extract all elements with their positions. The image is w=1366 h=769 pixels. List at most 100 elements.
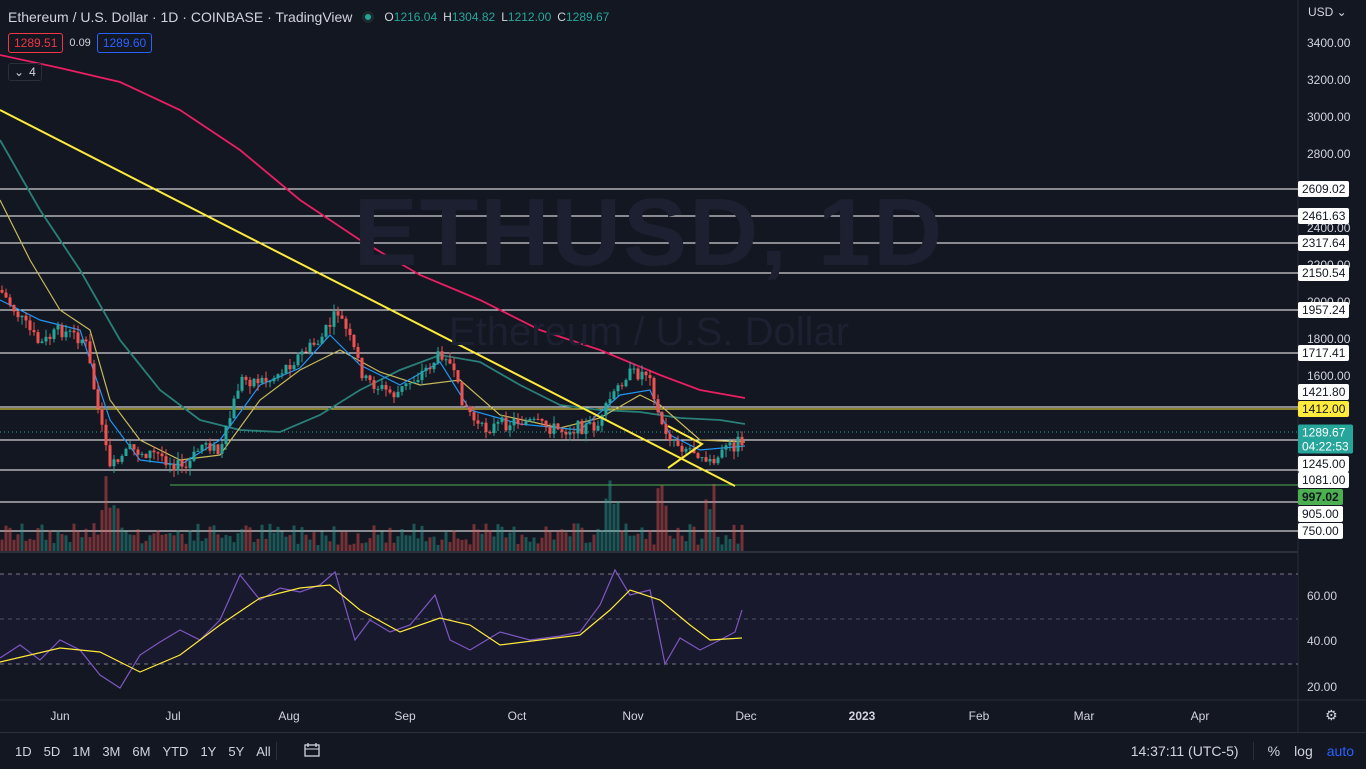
- volume-bar: [688, 524, 692, 551]
- chevron-down-icon: ⌄: [14, 65, 25, 79]
- timeframe-5y[interactable]: 5Y: [228, 743, 245, 759]
- volume-bar: [712, 483, 716, 551]
- log-scale-toggle[interactable]: log: [1294, 743, 1313, 759]
- candle-body: [428, 367, 432, 370]
- volume-bar: [480, 533, 484, 551]
- volume-bar: [552, 539, 556, 551]
- timezone-clock[interactable]: 14:37:11 (UTC-5): [1130, 743, 1239, 759]
- volume-bar: [488, 530, 492, 551]
- candle-body: [316, 343, 320, 345]
- volume-bar: [632, 535, 636, 551]
- volume-bar: [92, 523, 96, 551]
- level-tag[interactable]: 2609.02: [1298, 181, 1350, 197]
- volume-bar: [320, 531, 324, 551]
- candle-body: [652, 378, 656, 400]
- volume-bar: [420, 525, 424, 551]
- price-tick: 3200.00: [1307, 73, 1351, 87]
- candle-body: [20, 315, 24, 318]
- time-label: Feb: [968, 709, 990, 723]
- level-tag[interactable]: 1421.80: [1298, 384, 1350, 400]
- volume-bar: [716, 536, 720, 551]
- percent-scale-toggle[interactable]: %: [1267, 743, 1281, 759]
- candle-body: [472, 412, 476, 421]
- candle-body: [232, 398, 236, 419]
- candle-body: [632, 368, 636, 370]
- level-tag[interactable]: 2317.64: [1298, 235, 1350, 251]
- candle-body: [452, 363, 456, 371]
- volume-bar: [672, 538, 676, 551]
- price-tick: 3400.00: [1307, 36, 1351, 50]
- timeframe-1y[interactable]: 1Y: [200, 743, 217, 759]
- candle-body: [400, 386, 404, 392]
- candle-body: [328, 325, 332, 327]
- candle-body: [296, 354, 300, 366]
- last-price-value: 1289.67: [1302, 425, 1346, 440]
- indicators-toggle[interactable]: ⌄ 4: [8, 63, 42, 81]
- candle-body: [644, 371, 648, 376]
- volume-bar: [216, 534, 220, 551]
- last-price-tag: 1289.67 04:22:53: [1298, 424, 1353, 454]
- candle-body: [640, 371, 644, 380]
- date-range-icon[interactable]: [303, 742, 321, 761]
- volume-bar: [144, 540, 148, 551]
- candle-body: [104, 424, 108, 446]
- level-tag[interactable]: 2461.63: [1298, 208, 1350, 224]
- auto-scale-toggle[interactable]: auto: [1326, 743, 1354, 759]
- price-tick: 2800.00: [1307, 147, 1351, 161]
- level-tag[interactable]: 905.00: [1298, 506, 1343, 522]
- volume-bar: [580, 527, 584, 551]
- timeframe-all[interactable]: All: [256, 743, 271, 759]
- level-tag[interactable]: 1081.00: [1298, 472, 1350, 488]
- horizontal-levels[interactable]: [0, 188, 1298, 532]
- candle-body: [588, 422, 592, 424]
- buy-button[interactable]: 1289.60: [96, 33, 153, 53]
- level-tag-highlight[interactable]: 1412.00: [1298, 401, 1350, 417]
- volume-bar: [176, 530, 180, 551]
- symbol-title[interactable]: Ethereum / U.S. Dollar · 1D · COINBASE ·…: [8, 9, 353, 25]
- volume-bar: [576, 523, 580, 551]
- chevron-down-icon: ⌄: [1333, 5, 1347, 19]
- sell-button[interactable]: 1289.51: [8, 33, 64, 53]
- candle-body: [36, 332, 40, 343]
- volume-bar: [196, 523, 200, 551]
- candle-body: [32, 330, 36, 333]
- candle-body: [504, 417, 508, 431]
- candle-body: [384, 385, 388, 390]
- timeframe-5d[interactable]: 5D: [43, 743, 61, 759]
- volume-bar: [704, 499, 708, 551]
- level-tag[interactable]: 750.00: [1298, 523, 1343, 539]
- timeframe-6m[interactable]: 6M: [132, 743, 151, 759]
- triangle-pattern[interactable]: [667, 425, 704, 469]
- candlesticks[interactable]: [0, 285, 744, 477]
- level-tag[interactable]: 1957.24: [1298, 302, 1350, 318]
- candle-body: [708, 459, 712, 462]
- timeframe-ytd[interactable]: YTD: [162, 743, 189, 759]
- candle-body: [268, 381, 272, 383]
- level-tag-highlight[interactable]: 997.02: [1298, 489, 1343, 505]
- rsi-indicator: [0, 568, 743, 689]
- timeframe-1m[interactable]: 1M: [72, 743, 91, 759]
- candle-body: [280, 373, 284, 375]
- volume-bar: [376, 534, 380, 551]
- timeframe-3m[interactable]: 3M: [102, 743, 121, 759]
- candle-body: [684, 448, 688, 452]
- gear-icon[interactable]: ⚙: [1325, 707, 1338, 723]
- ohlc-high-value: 1304.82: [451, 10, 496, 24]
- candle-body: [388, 389, 392, 393]
- volume-bar: [384, 542, 388, 551]
- level-tag[interactable]: 2150.54: [1298, 265, 1350, 281]
- downtrend-line[interactable]: [0, 109, 736, 487]
- market-status-icon[interactable]: [362, 11, 375, 23]
- candle-body: [240, 376, 244, 391]
- timeframe-1d[interactable]: 1D: [15, 743, 32, 759]
- candle-body: [320, 336, 324, 344]
- candle-body: [740, 436, 744, 446]
- volume-bar: [184, 543, 188, 551]
- volume-bar: [268, 523, 272, 551]
- volume-bar: [344, 531, 348, 551]
- level-tag[interactable]: 1717.41: [1298, 345, 1350, 361]
- currency-selector[interactable]: USD ⌄: [1308, 5, 1347, 19]
- level-tag[interactable]: 1245.00: [1298, 456, 1350, 472]
- volume-bar: [164, 534, 168, 551]
